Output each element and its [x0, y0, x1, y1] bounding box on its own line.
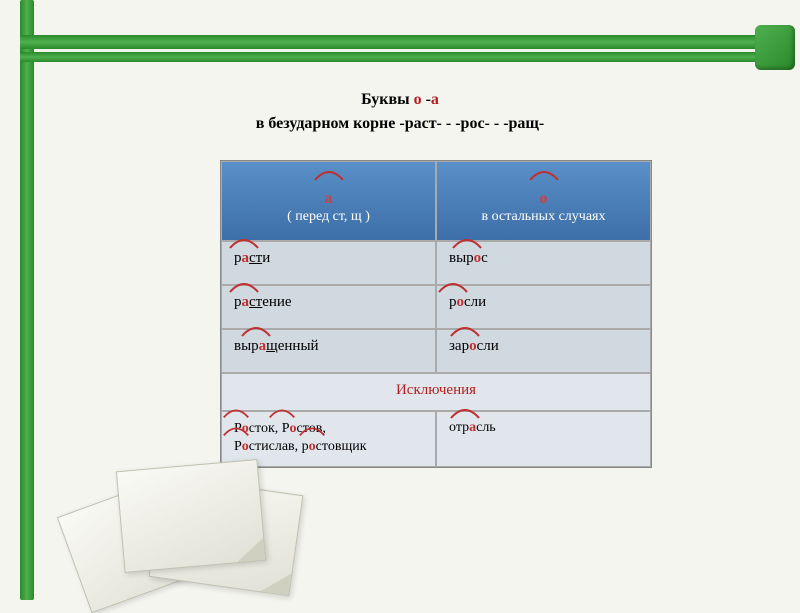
title-line1-mid: -: [422, 91, 431, 108]
header-letter-o: о: [540, 190, 548, 207]
cell-left: выращенный: [221, 329, 436, 373]
page-title: Буквы о -а в безударном корне -раст- - -…: [0, 88, 800, 136]
header-left-sub: ( перед ст, щ ): [287, 209, 370, 224]
title-line1-pre: Буквы: [361, 91, 414, 108]
table-header: а ( перед ст, щ ) о в остальных случаях: [221, 161, 651, 241]
header-right-sub: в остальных случаях: [482, 209, 606, 224]
title-a: а: [431, 91, 439, 108]
cell-right: вырос: [436, 241, 651, 285]
cell-left: расти: [221, 241, 436, 285]
cell-right: заросли: [436, 329, 651, 373]
cell-right: росли: [436, 285, 651, 329]
footer-right: отрасль: [436, 411, 651, 467]
exceptions-label: Исключения: [221, 373, 651, 411]
arc-icon: [313, 168, 345, 182]
header-right: о в остальных случаях: [436, 161, 651, 241]
cell-left: растение: [221, 285, 436, 329]
table-row: растение росли: [221, 285, 651, 329]
title-line2: в безударном корне -раст- - -рос- - -ращ…: [256, 115, 545, 132]
header-letter-a: а: [325, 190, 333, 207]
header-left: а ( перед ст, щ ): [221, 161, 436, 241]
table-row: расти вырос: [221, 241, 651, 285]
table-row: выращенный заросли: [221, 329, 651, 373]
paper-stack-graphic: [60, 450, 320, 600]
arc-icon: [528, 168, 560, 182]
exceptions-row: Исключения: [221, 373, 651, 411]
title-o: о: [414, 91, 422, 108]
rules-table: а ( перед ст, щ ) о в остальных случаях …: [220, 160, 652, 468]
